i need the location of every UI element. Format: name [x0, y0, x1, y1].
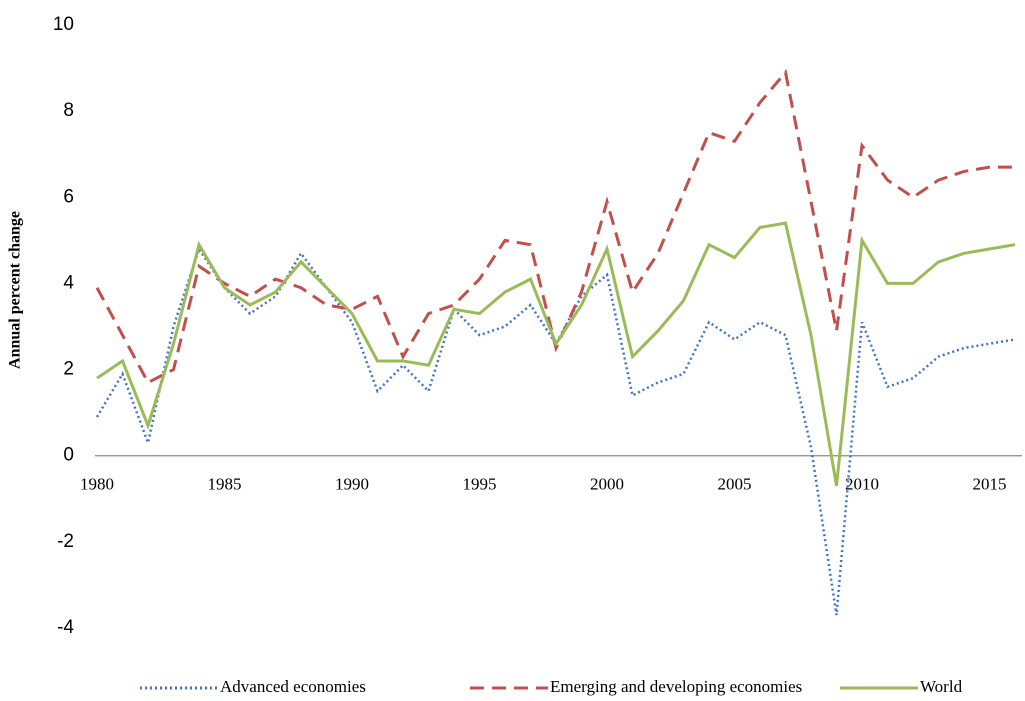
x-tick-label: 2010: [845, 475, 879, 494]
x-tick-label: 1980: [80, 475, 114, 494]
y-tick-label: 4: [63, 272, 74, 293]
y-axis-title: Annual percent change: [7, 211, 24, 369]
x-tick-label: 1985: [208, 475, 242, 494]
y-tick-label: -2: [57, 531, 74, 552]
x-tick-label: 2000: [590, 475, 624, 494]
y-tick-label: 0: [63, 445, 74, 466]
y-tick-label: 10: [53, 14, 74, 35]
series-line: [95, 69, 1015, 385]
x-tick-label: 1995: [463, 475, 497, 494]
y-tick-label: 8: [63, 100, 74, 121]
legend-label: Advanced economies: [220, 677, 366, 696]
y-tick-label: 2: [63, 359, 74, 380]
y-tick-label: 6: [63, 186, 74, 207]
legend-label: Emerging and developing economies: [550, 677, 802, 696]
series-line: [96, 221, 1016, 487]
x-tick-label: 2015: [973, 475, 1007, 494]
x-tick-label: 1990: [335, 475, 369, 494]
x-tick-label: 2005: [718, 475, 752, 494]
legend-label: World: [920, 677, 963, 696]
y-tick-label: -4: [57, 617, 74, 638]
series-line: [95, 246, 1016, 616]
